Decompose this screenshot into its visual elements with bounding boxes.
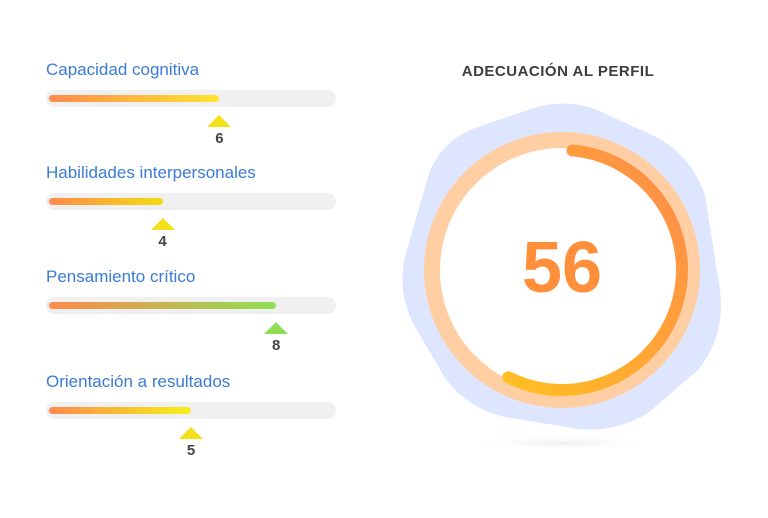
skill-bar-track xyxy=(46,297,336,314)
skill-bar-fill xyxy=(49,95,220,102)
skill-score: 6 xyxy=(215,130,224,147)
skill-label: Pensamiento crítico xyxy=(46,267,196,286)
skill-bar-fill xyxy=(49,198,163,205)
profile-fit-title: ADECUACIÓN AL PERFIL xyxy=(461,63,655,80)
skill-row-interpersonal: Habilidades interpersonales 4 xyxy=(46,163,338,263)
skill-score: 5 xyxy=(186,442,196,459)
skill-label: Orientación a resultados xyxy=(46,372,231,391)
skill-marker-triangle xyxy=(179,427,203,439)
skill-marker-triangle xyxy=(207,115,232,127)
skill-bar-track xyxy=(46,90,336,107)
skill-marker-triangle xyxy=(150,218,175,230)
skill-label: Capacidad cognitiva xyxy=(46,60,200,79)
skill-bar-fill xyxy=(49,302,277,309)
skill-bar-track xyxy=(46,402,336,419)
skill-bar-fill xyxy=(49,407,191,414)
skill-bar-track xyxy=(46,193,336,210)
gauge-score-arc xyxy=(502,144,688,396)
skill-row-critical-thinking: Pensamiento crítico 8 xyxy=(46,267,338,367)
skill-label: Habilidades interpersonales xyxy=(46,163,256,182)
skill-score: 4 xyxy=(158,233,167,250)
skill-row-cognitive: Capacidad cognitiva 6 xyxy=(46,60,338,160)
skill-row-results: Orientación a resultados 5 xyxy=(46,372,338,472)
gauge-score-value: 56 xyxy=(522,228,602,308)
gauge-shadow xyxy=(462,435,662,451)
gauge-ring-track xyxy=(424,132,700,408)
profile-fit-gauge: 56 xyxy=(402,103,722,451)
skill-score: 8 xyxy=(272,337,281,354)
skill-marker-triangle xyxy=(264,322,289,334)
